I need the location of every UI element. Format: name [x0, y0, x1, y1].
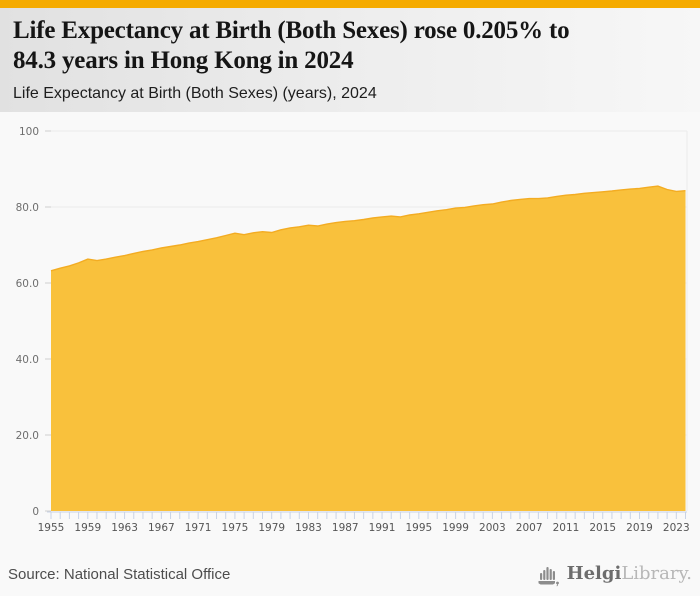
- chart-header: Life Expectancy at Birth (Both Sexes) ro…: [0, 8, 700, 112]
- x-tick-label: 1979: [258, 522, 285, 534]
- helgilibrary-logo: HelgiLibrary.: [536, 562, 692, 587]
- x-tick-label: 1975: [222, 522, 249, 534]
- title-line-2: 84.3 years in Hong Kong in 2024: [13, 47, 354, 74]
- x-tick-label: 1991: [369, 522, 396, 534]
- x-tick-label: 2003: [479, 522, 506, 534]
- x-tick-label: 2011: [553, 522, 580, 534]
- y-tick-label: 40.0: [16, 354, 39, 366]
- x-tick-label: 1959: [74, 522, 101, 534]
- x-tick-label: 2019: [626, 522, 653, 534]
- x-tick-label: 2015: [589, 522, 616, 534]
- x-tick-label: 1983: [295, 522, 322, 534]
- area-top-line: [50, 185, 686, 272]
- accent-topbar: [0, 0, 700, 8]
- y-tick-label: 80.0: [16, 202, 39, 214]
- x-tick-label: 1995: [405, 522, 432, 534]
- source-note: Source: National Statistical Office: [8, 565, 231, 583]
- x-tick-label: 2023: [663, 522, 690, 534]
- x-tick-label: 1999: [442, 522, 469, 534]
- x-tick-label: 1955: [38, 522, 65, 534]
- y-tick-label: 0: [32, 506, 39, 518]
- x-tick-label: 1971: [185, 522, 212, 534]
- area-series: [51, 186, 686, 511]
- chart-footer: Source: National Statistical Office Helg…: [0, 552, 700, 596]
- y-tick-label: 100: [19, 126, 39, 138]
- helgi-organ-icon: [538, 566, 559, 586]
- x-tick-label: 1987: [332, 522, 359, 534]
- logo-wordmark: HelgiLibrary.: [567, 565, 692, 583]
- chart-subtitle: Life Expectancy at Birth (Both Sexes) (y…: [13, 85, 377, 102]
- logo-helgi: Helgi: [566, 563, 622, 584]
- area-chart-svg: 0 20.0 40.0 60.0 80.0 100 1955 1959 1963 1967 1971…: [16, 126, 690, 534]
- x-tick-label: 2007: [516, 522, 543, 534]
- x-tick-label: 1963: [111, 522, 138, 534]
- life-expectancy-area-chart: 0 20.0 40.0 60.0 80.0 100 1955 1959 1963 1967 1971…: [0, 110, 700, 540]
- page-title: Life Expectancy at Birth (Both Sexes) ro…: [13, 16, 690, 76]
- title-line-1: Life Expectancy at Birth (Both Sexes) ro…: [13, 17, 570, 44]
- logo-library: Library.: [621, 563, 692, 584]
- x-tick-label: 1967: [148, 522, 175, 534]
- y-tick-label: 20.0: [16, 430, 39, 442]
- y-tick-label: 60.0: [16, 278, 39, 290]
